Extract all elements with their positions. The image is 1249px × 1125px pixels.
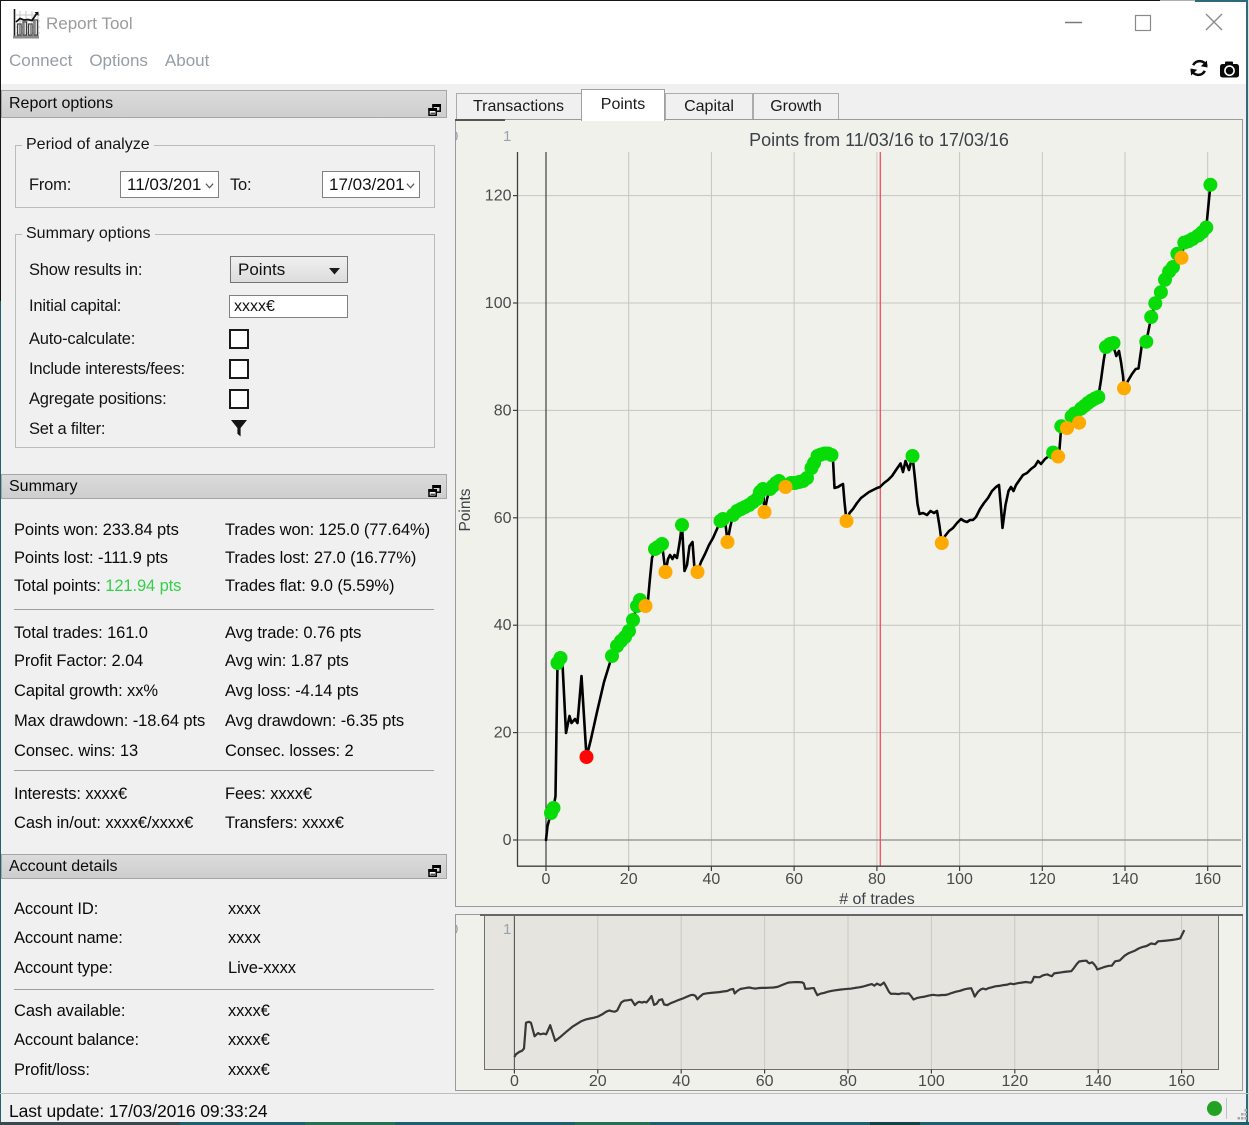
svg-text:120: 120 [1001, 1073, 1028, 1090]
svg-text:80: 80 [839, 1073, 857, 1090]
svg-text:80: 80 [868, 871, 886, 888]
svg-text:100: 100 [918, 1073, 945, 1090]
svg-text:Points from 11/03/16 to 17/03/: Points from 11/03/16 to 17/03/16 [749, 130, 1009, 150]
svg-text:0: 0 [542, 871, 551, 888]
svg-text:120: 120 [1029, 871, 1056, 888]
svg-text:60: 60 [785, 871, 803, 888]
svg-text:60: 60 [494, 510, 512, 527]
svg-text:80: 80 [494, 402, 512, 419]
svg-text:20: 20 [494, 725, 512, 742]
svg-text:1: 1 [503, 128, 511, 145]
svg-text:100: 100 [946, 871, 973, 888]
svg-text:140: 140 [1112, 871, 1139, 888]
svg-text:40: 40 [494, 617, 512, 634]
svg-text:140: 140 [1085, 1073, 1112, 1090]
svg-text:40: 40 [703, 871, 721, 888]
svg-text:# of trades: # of trades [839, 891, 915, 908]
svg-text:100: 100 [485, 295, 512, 312]
svg-text:40: 40 [672, 1073, 690, 1090]
svg-text:0: 0 [450, 128, 458, 145]
svg-text:Points: Points [457, 488, 474, 531]
svg-text:0: 0 [450, 921, 458, 938]
svg-text:160: 160 [1194, 871, 1221, 888]
svg-text:0: 0 [503, 832, 512, 849]
svg-text:160: 160 [1168, 1073, 1195, 1090]
svg-text:120: 120 [485, 188, 512, 205]
svg-text:1: 1 [503, 921, 511, 938]
svg-text:60: 60 [756, 1073, 774, 1090]
svg-text:20: 20 [620, 871, 638, 888]
svg-text:0: 0 [510, 1073, 519, 1090]
svg-text:20: 20 [589, 1073, 607, 1090]
